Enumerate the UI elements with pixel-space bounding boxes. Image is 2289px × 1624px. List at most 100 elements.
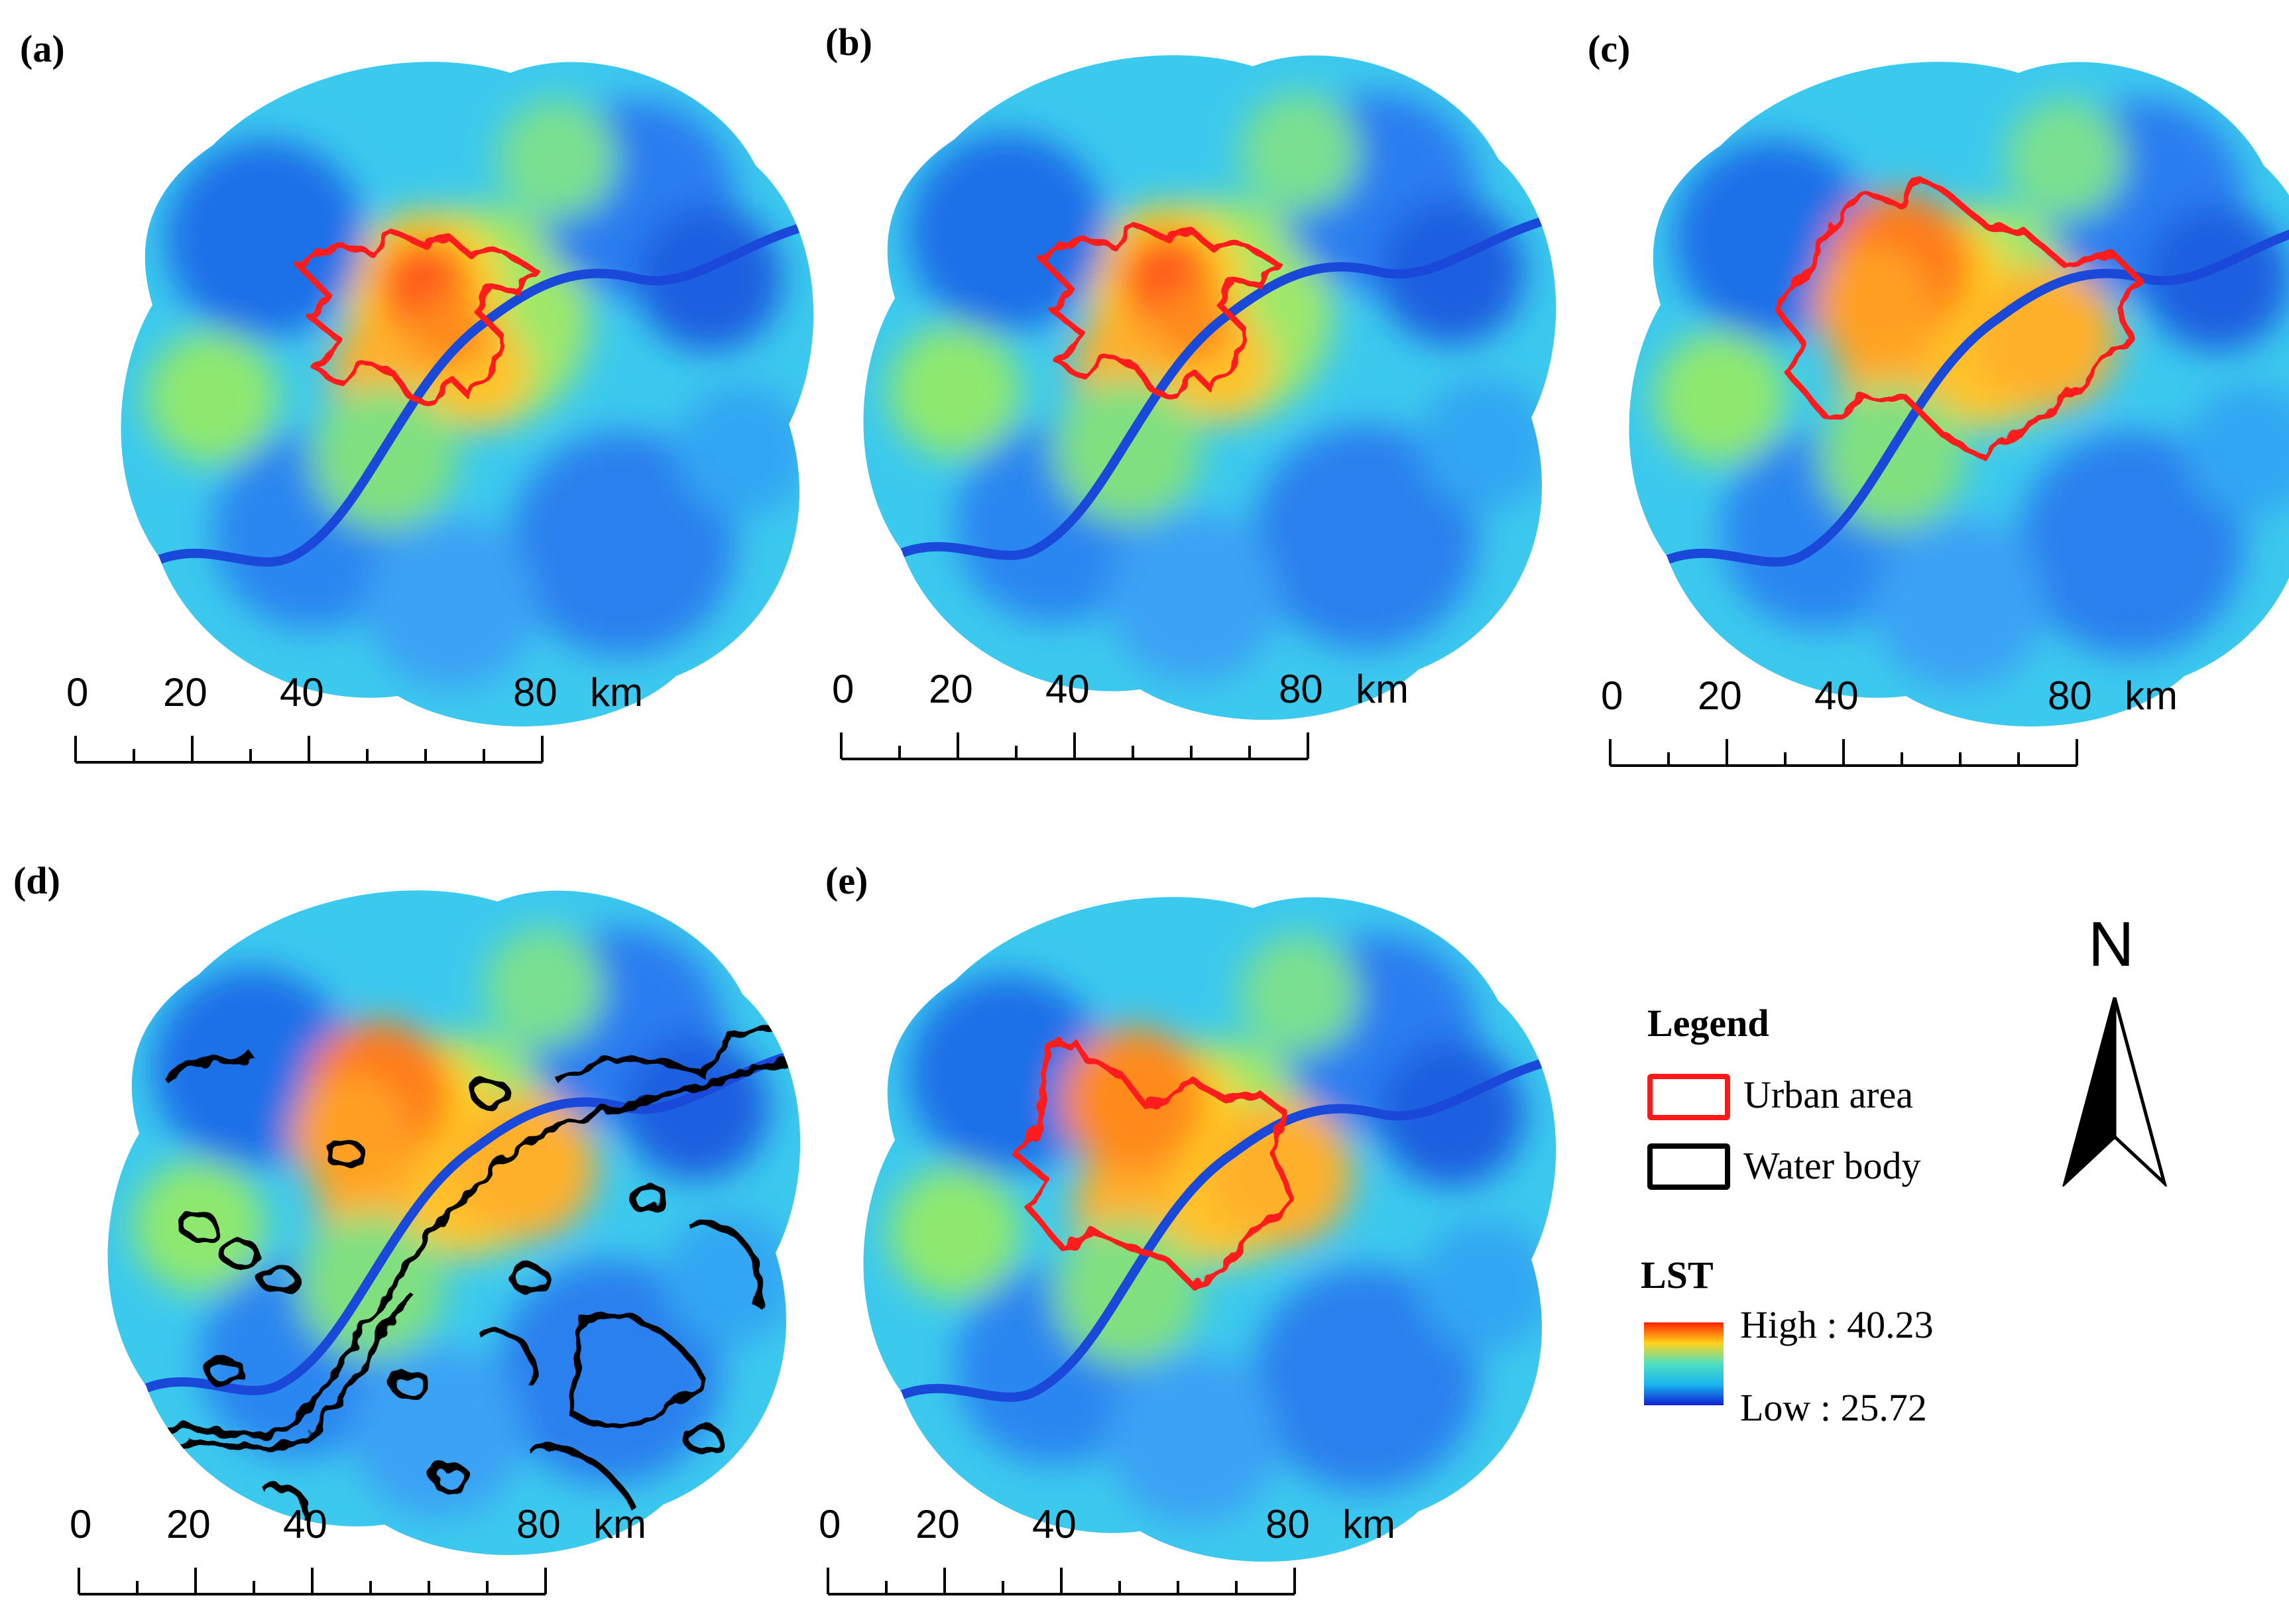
lst-patch <box>663 1213 795 1346</box>
lst-patch <box>1972 265 2118 411</box>
scale-unit-label: km <box>1356 667 1409 711</box>
lst-patch <box>888 1167 1021 1299</box>
scale-bar-ruler <box>78 1568 547 1595</box>
water-body-outline <box>529 1445 639 1513</box>
scale-tick-label: 40 <box>1814 673 1859 718</box>
scale-bar: 0 20 40 80 km <box>70 1501 646 1601</box>
water-body-outlines <box>118 1024 797 1527</box>
water-body-outline <box>324 1138 365 1169</box>
lst-patch <box>1379 199 1525 345</box>
lst-high-label: High : 40.23 <box>1740 1303 1934 1346</box>
lst-patch <box>133 1160 265 1293</box>
river-line <box>879 1056 1553 1409</box>
panel-label-c: (c) <box>1588 27 1631 70</box>
scale-bar: 0 20 40 80 km <box>66 669 643 769</box>
scale-tick-label: 80 <box>513 670 558 715</box>
north-label: N <box>2088 909 2135 980</box>
lst-patch <box>888 325 1021 457</box>
lst-patch <box>1107 1352 1279 1525</box>
lst-patch <box>2019 431 2244 656</box>
scale-tick-label: 20 <box>163 670 207 715</box>
lst-patch <box>312 384 457 530</box>
water-body-outline <box>629 1185 670 1215</box>
lst-map-e <box>863 897 1556 1562</box>
water-body-outline <box>567 1312 707 1428</box>
lst-patch <box>1813 245 1932 365</box>
lst-patch <box>623 1034 769 1180</box>
lst-map-d <box>107 890 801 1555</box>
water-body-outline <box>218 1238 259 1268</box>
scale-tick-label: 20 <box>915 1502 960 1546</box>
river-line <box>123 1049 797 1403</box>
water-body-outline <box>510 1264 551 1295</box>
lst-title: LST <box>1641 1253 1714 1297</box>
scale-bar-ruler <box>74 736 544 764</box>
water-body-outline <box>555 1024 783 1084</box>
lst-low-label: Low : 25.72 <box>1740 1386 1927 1429</box>
urban-area-swatch <box>1647 1074 1730 1120</box>
urban-area-label: Urban area <box>1743 1073 1913 1116</box>
lst-patch <box>1873 517 2045 689</box>
lst-patch <box>1240 93 1359 212</box>
lst-patch <box>2184 384 2289 517</box>
scale-tick-label: 40 <box>1045 667 1090 711</box>
scale-bar: 0 20 40 80 km <box>819 1501 1395 1601</box>
lst-patch <box>351 1346 524 1518</box>
scale-unit-label: km <box>1342 1502 1395 1546</box>
panel-label-b: (b) <box>825 21 872 64</box>
lst-map-b <box>863 55 1556 720</box>
lst-patch <box>497 1259 723 1485</box>
panel-label-e: (e) <box>825 859 868 902</box>
water-body-outline <box>164 1051 254 1083</box>
water-body-outline <box>390 1370 432 1401</box>
scale-tick-label: 0 <box>66 670 89 715</box>
lst-patch <box>1419 1220 1551 1352</box>
scale-unit-label: km <box>593 1502 646 1546</box>
lst-patch <box>1240 935 1359 1054</box>
water-body-outline <box>205 1357 246 1387</box>
water-body-outline <box>178 1211 219 1242</box>
urban-area-outline <box>1037 222 1283 401</box>
scale-tick-label: 80 <box>516 1502 561 1546</box>
lst-map-c <box>1629 62 2289 726</box>
lst-patch <box>908 974 1107 1173</box>
lst-patch <box>1054 378 1200 524</box>
scale-tick-label: 0 <box>832 667 854 711</box>
lst-patch <box>1820 384 1966 530</box>
river-line <box>879 214 1553 567</box>
panel-label-a: (a) <box>20 27 65 70</box>
scale-tick-label: 40 <box>283 1502 327 1546</box>
scale-bar-ruler <box>827 1568 1296 1595</box>
lst-patch <box>676 384 809 517</box>
scale-tick-label: 0 <box>819 1502 841 1546</box>
panel-label-d: (d) <box>13 859 60 902</box>
lst-patch <box>1253 1266 1478 1491</box>
scale-tick-label: 80 <box>1265 1502 1310 1546</box>
lst-patch <box>1379 1041 1525 1187</box>
lst-patch <box>1253 424 1478 650</box>
lst-patch <box>1153 285 1233 365</box>
lst-patch <box>908 133 1107 331</box>
scale-tick-label: 40 <box>1032 1502 1077 1546</box>
lst-patch <box>1107 510 1279 683</box>
river-line <box>137 221 810 574</box>
urban-area-outline <box>1770 176 2141 461</box>
lst-patch <box>146 331 278 464</box>
north-arrow-icon <box>2062 997 2167 1187</box>
water-body-outline <box>476 1326 537 1387</box>
water-body-outline <box>258 1264 299 1295</box>
lst-patch <box>411 292 491 371</box>
urban-area-outline <box>295 229 540 408</box>
water-body-label: Water body <box>1743 1144 1921 1187</box>
scale-tick-label: 20 <box>1698 673 1742 718</box>
lst-patch <box>1654 331 1787 464</box>
lst-patch <box>365 517 537 689</box>
water-body-swatch <box>1647 1143 1730 1190</box>
scale-tick-label: 20 <box>166 1502 211 1546</box>
scale-tick-label: 0 <box>1601 673 1623 718</box>
lst-patch <box>510 431 736 656</box>
scale-tick-label: 0 <box>70 1502 92 1546</box>
scale-unit-label: km <box>2125 673 2178 718</box>
lst-map-a <box>121 62 814 726</box>
urban-area-outline <box>1011 1037 1296 1289</box>
